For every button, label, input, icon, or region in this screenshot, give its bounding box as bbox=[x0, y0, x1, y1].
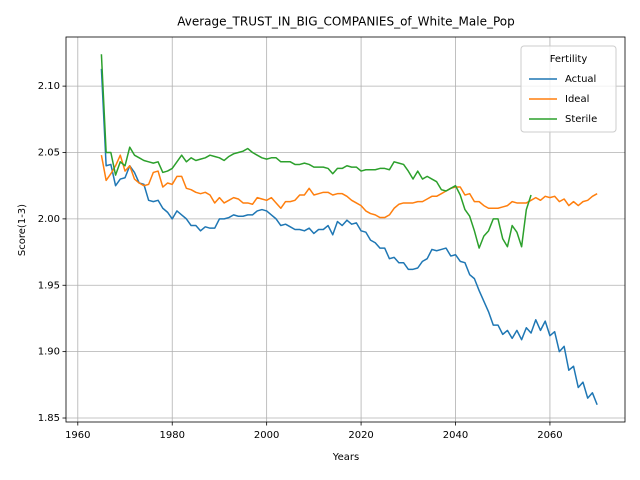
x-tick-label: 2060 bbox=[537, 430, 562, 441]
y-tick-label: 1.85 bbox=[38, 413, 60, 424]
legend-label: Ideal bbox=[565, 94, 589, 105]
legend-box bbox=[520, 45, 617, 133]
x-axis-label: Years bbox=[332, 452, 359, 463]
x-tick-label: 1980 bbox=[160, 430, 185, 441]
series-line bbox=[100, 154, 598, 219]
y-tick-label: 2.00 bbox=[38, 214, 60, 225]
y-tick-label: 1.90 bbox=[38, 347, 60, 358]
y-tick-label: 2.10 bbox=[38, 81, 60, 92]
series-line bbox=[100, 54, 532, 249]
x-tick-label: 2040 bbox=[443, 430, 468, 441]
series-line bbox=[100, 68, 598, 406]
chart-title: Average_TRUST_IN_BIG_COMPANIES_of_White_… bbox=[177, 15, 514, 29]
x-tick-label: 1960 bbox=[65, 430, 90, 441]
legend-title: Fertility bbox=[550, 54, 588, 65]
x-tick-label: 2000 bbox=[254, 430, 279, 441]
plot-frame bbox=[65, 36, 626, 423]
y-tick-label: 1.95 bbox=[38, 280, 60, 291]
legend-label: Actual bbox=[565, 74, 596, 85]
y-tick-label: 2.05 bbox=[38, 148, 60, 159]
legend-label: Sterile bbox=[565, 114, 597, 125]
x-tick-label: 2020 bbox=[348, 430, 373, 441]
y-axis-label: Score(1-3) bbox=[17, 204, 28, 256]
